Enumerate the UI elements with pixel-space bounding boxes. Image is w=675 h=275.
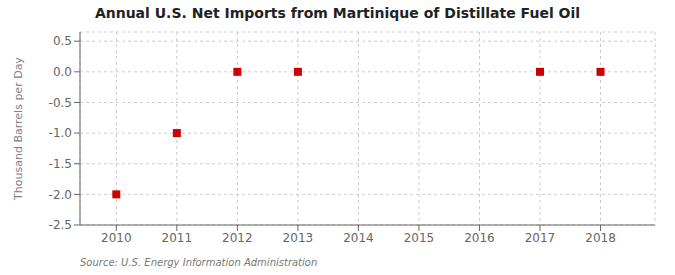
svg-text:2010: 2010 [101, 231, 132, 245]
svg-text:Thousand Barrels per Day: Thousand Barrels per Day [12, 57, 25, 201]
svg-text:2016: 2016 [464, 231, 495, 245]
svg-text:0.5: 0.5 [53, 34, 72, 48]
svg-text:2014: 2014 [343, 231, 374, 245]
html-text:Source: U.S. Energy Informatio: Source: U.S. Energy Information Administ… [80, 257, 318, 268]
svg-text:2015: 2015 [404, 231, 435, 245]
svg-text:-2.5: -2.5 [49, 218, 72, 232]
svg-text:-1.5: -1.5 [49, 157, 72, 171]
svg-text:2017: 2017 [525, 231, 556, 245]
svg-text:-1.0: -1.0 [49, 126, 72, 140]
svg-text:-0.5: -0.5 [49, 96, 72, 110]
svg-text:2011: 2011 [162, 231, 193, 245]
svg-text:2012: 2012 [222, 231, 253, 245]
svg-text:0.0: 0.0 [53, 65, 72, 79]
html-text:Annual U.S. Net Imports from M: Annual U.S. Net Imports from Martinique … [94, 5, 581, 21]
svg-text:2013: 2013 [283, 231, 314, 245]
svg-text:-2.0: -2.0 [49, 188, 72, 202]
svg-text:2018: 2018 [585, 231, 616, 245]
